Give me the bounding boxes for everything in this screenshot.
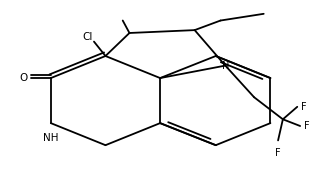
Text: O: O [20, 73, 28, 83]
Text: Cl: Cl [82, 32, 92, 42]
Text: NH: NH [43, 133, 59, 143]
Text: F: F [304, 121, 310, 131]
Text: F: F [275, 148, 281, 158]
Text: F: F [301, 102, 307, 112]
Text: N: N [222, 61, 229, 71]
